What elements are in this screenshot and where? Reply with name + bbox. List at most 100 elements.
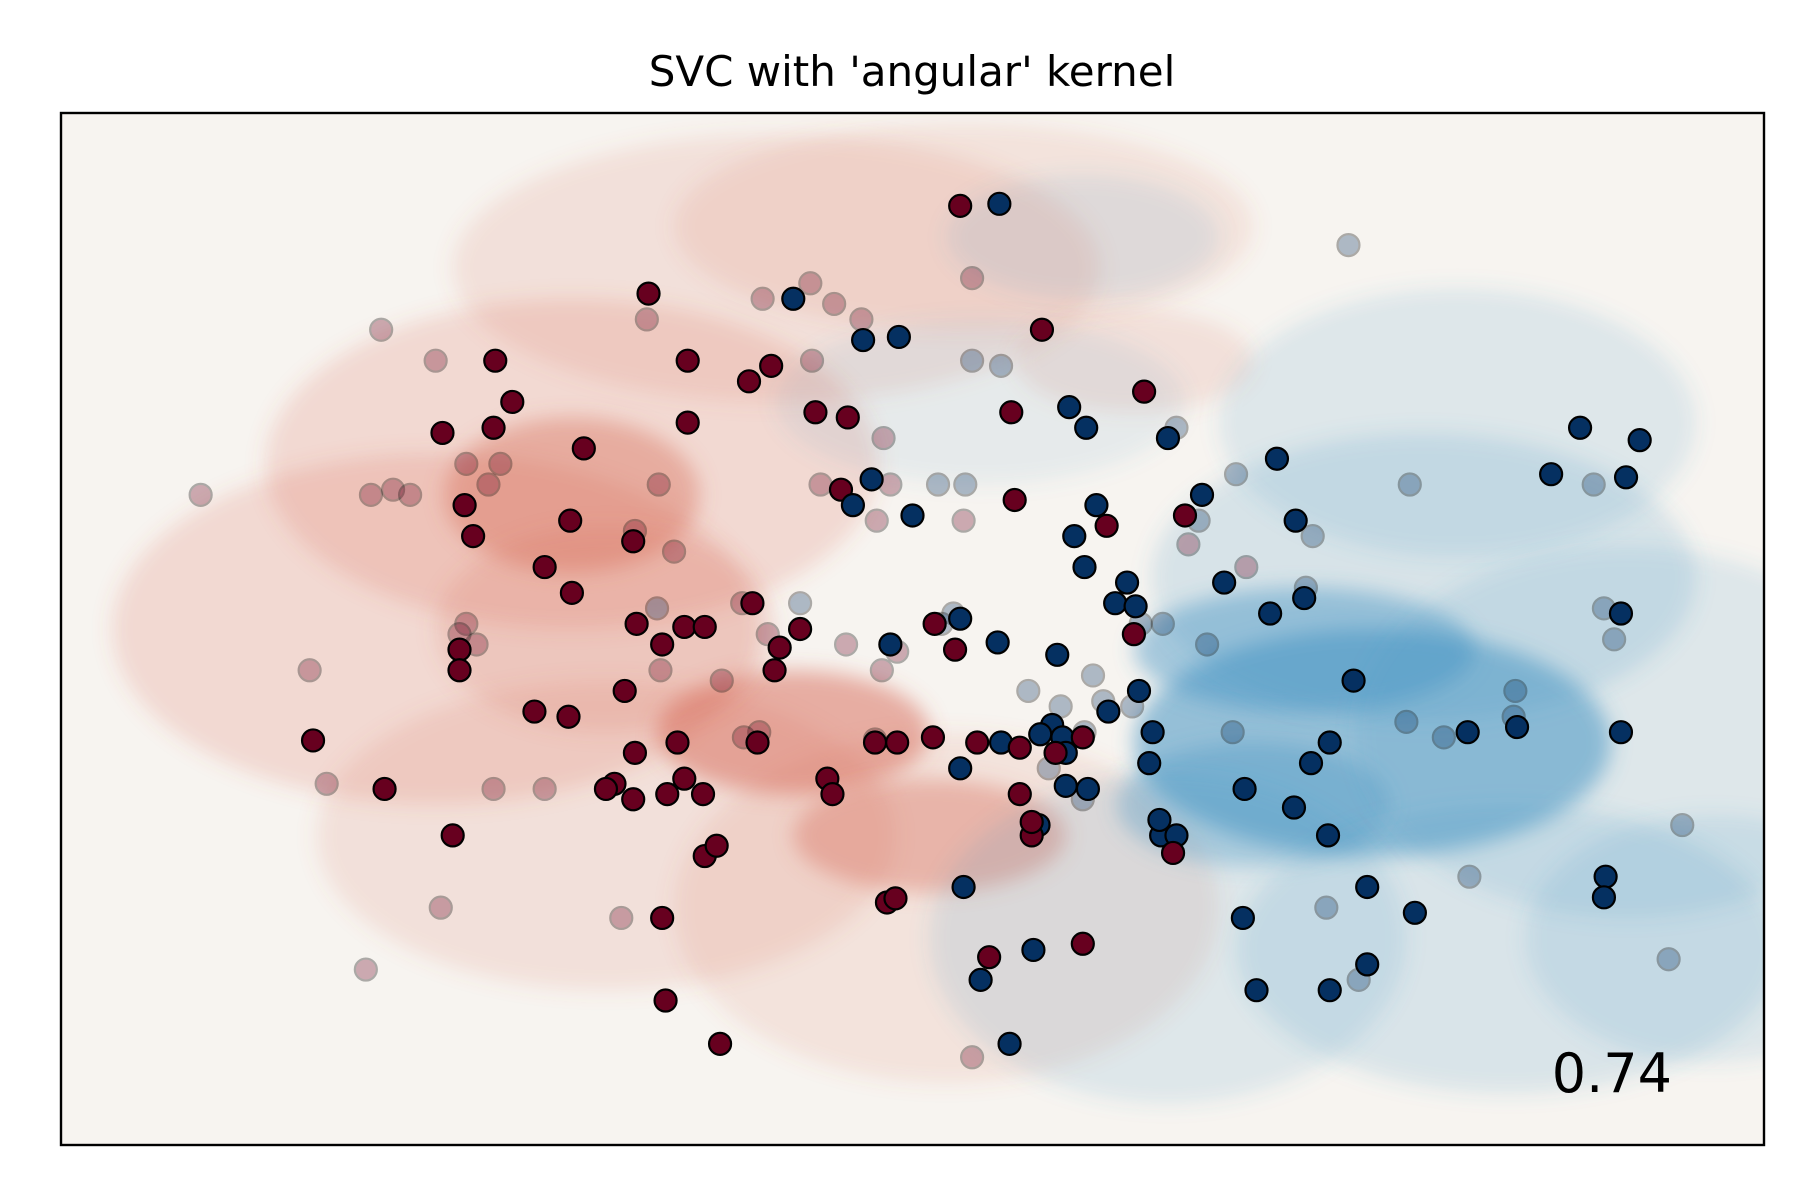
train-point-blue [1096,699,1121,724]
plot-frame [59,111,1766,1147]
train-point-red [820,782,845,807]
train-point-red [803,400,828,425]
train-point-blue [1627,428,1652,453]
test-point-red [353,957,378,982]
train-point-blue [878,632,903,657]
train-point-blue [1539,462,1564,487]
train-point-blue [1137,751,1162,776]
test-point-blue [1300,524,1325,549]
test-point-red [661,539,687,564]
train-point-red [707,1031,733,1056]
test-point-blue [1223,462,1249,487]
train-point-blue [1613,465,1639,490]
train-point-red [558,508,583,533]
train-point-blue [1317,978,1342,1003]
train-point-blue [1591,885,1617,910]
train-point-red [1132,379,1157,404]
train-point-blue [1567,415,1593,440]
score-label: 0.74 [1552,1042,1672,1105]
test-point-blue [1503,678,1528,704]
train-point-red [1172,503,1198,528]
train-point-red [1002,487,1027,513]
decision-region-blue [1525,814,1764,1063]
train-point-blue [1062,524,1087,549]
test-point-blue [1457,864,1482,889]
train-point-blue [1244,978,1269,1003]
test-point-red [798,271,823,296]
train-point-red [559,580,585,605]
train-point-red [1029,317,1055,342]
chart-title: SVC with 'angular' kernel [649,47,1176,96]
test-point-red [488,451,513,476]
test-point-blue [925,472,951,497]
train-point-blue [1258,601,1283,626]
train-point-red [835,405,860,430]
test-point-blue [1656,947,1681,972]
train-point-red [665,730,690,755]
decision-region-blue [946,174,1220,299]
train-point-blue [1084,493,1109,518]
test-point-red [481,776,506,802]
train-point-red [430,420,455,446]
test-point-red [849,307,874,332]
train-point-red [1019,809,1044,835]
train-point-blue [1072,554,1097,580]
train-point-blue [859,467,884,492]
train-point-red [672,766,697,791]
train-point-red [1043,740,1068,765]
decision-regions [112,123,1764,1104]
train-point-red [885,730,910,755]
train-point-red [883,886,908,911]
train-point-blue [886,324,911,350]
test-point-red [960,266,985,291]
test-point-red [1234,554,1259,580]
train-point-red [372,776,397,802]
test-point-red [423,348,448,373]
train-point-red [1070,931,1095,956]
train-point-blue [1355,952,1380,977]
train-point-red [593,776,619,802]
train-point-red [704,833,729,858]
test-point-red [808,472,833,497]
train-point-blue [1057,395,1082,420]
train-point-blue [1455,720,1480,745]
test-point-red [609,905,634,931]
train-point-blue [1155,425,1181,451]
train-point-blue [1281,795,1307,820]
train-point-red [762,658,787,683]
train-point-red [1007,735,1032,760]
train-point-red [522,699,547,724]
train-point-red [461,524,486,549]
test-point-red [369,317,394,342]
train-point-red [571,436,596,461]
decision-region-blue [776,319,1185,485]
test-point-red [799,348,825,373]
decision-region-blue [929,773,1407,1104]
train-point-blue [1283,508,1308,533]
test-point-blue [1314,895,1339,920]
train-point-blue [1317,730,1342,755]
test-point-red [864,508,889,533]
test-point-blue [1336,232,1361,258]
train-point-red [447,658,472,683]
test-point-red [476,472,501,497]
train-point-blue [1114,570,1140,595]
train-point-red [532,554,557,580]
train-point-blue [1593,864,1618,889]
decision-region-red [435,525,777,733]
train-point-red [977,945,1002,970]
test-point-blue [1195,632,1220,657]
train-point-blue [1021,937,1046,963]
train-point-blue [1341,668,1366,693]
test-point-red [454,451,479,476]
train-point-blue [1315,823,1341,848]
train-point-blue [1189,482,1215,507]
train-point-blue [1292,585,1317,611]
train-point-red [675,348,700,373]
decision-region-blue [1219,288,1696,557]
test-point-red [358,482,384,507]
test-point-red [398,482,423,507]
train-point-blue [1212,570,1237,595]
train-point-blue [1075,776,1101,802]
